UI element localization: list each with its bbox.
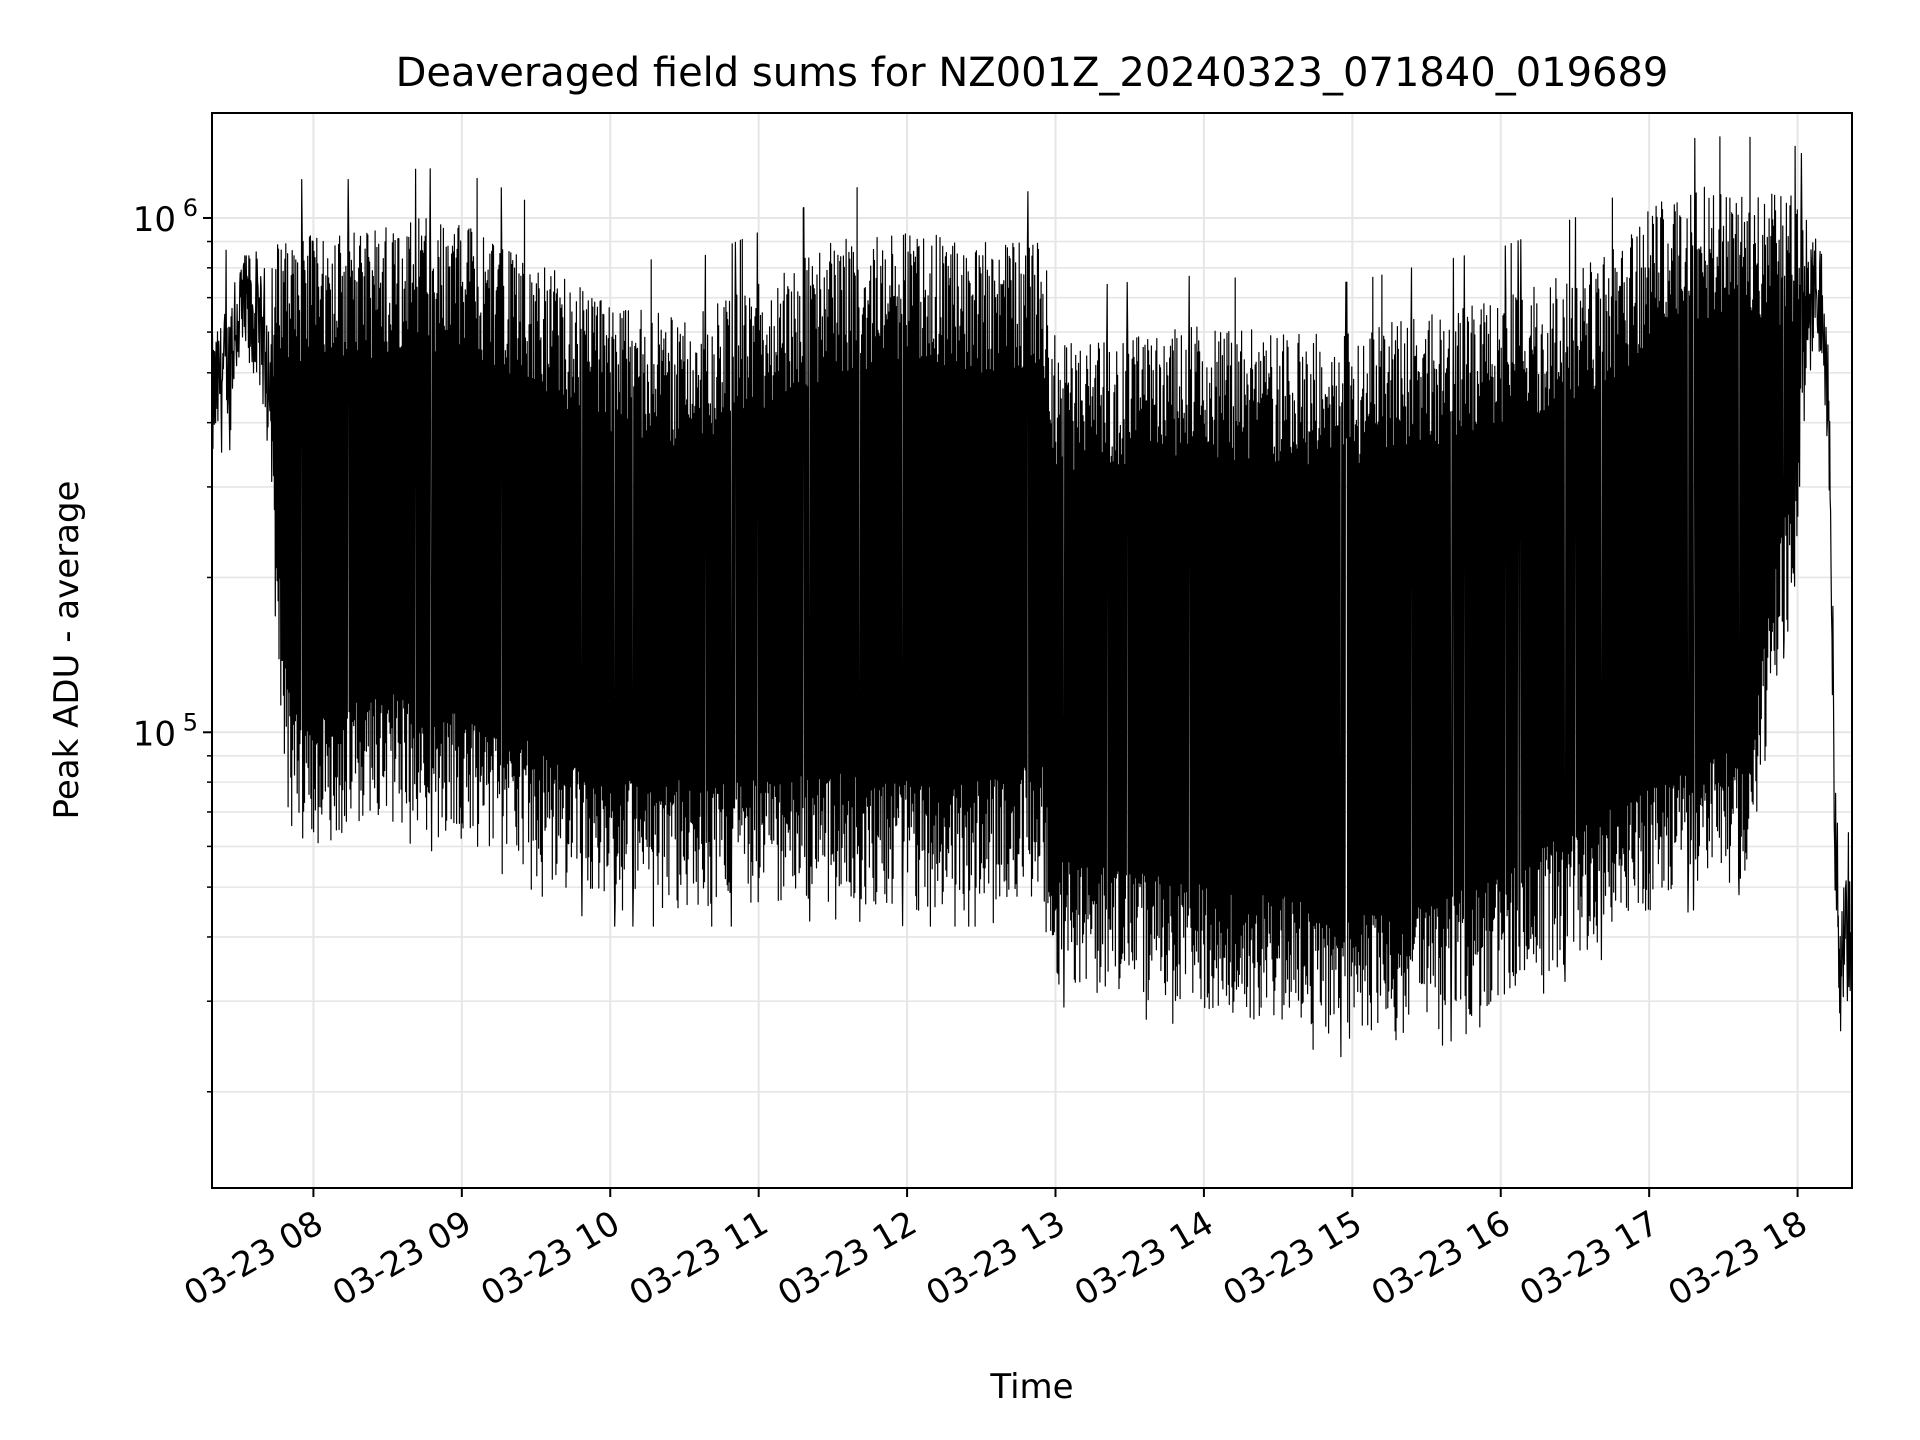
y-tick-label: 10 (133, 714, 176, 754)
y-tick-exponent: 5 (183, 708, 198, 736)
y-tick-label: 10 (133, 200, 176, 240)
y-tick-exponent: 6 (183, 194, 198, 222)
axes-frame (211, 112, 1853, 1189)
y-axis-label: Peak ADU - average (47, 481, 87, 820)
x-axis-label: Time (989, 1367, 1073, 1407)
chart-title: Deaveraged field sums for NZ001Z_2024032… (396, 50, 1669, 96)
series-line (211, 136, 1853, 1058)
plot-area (211, 136, 1853, 1058)
